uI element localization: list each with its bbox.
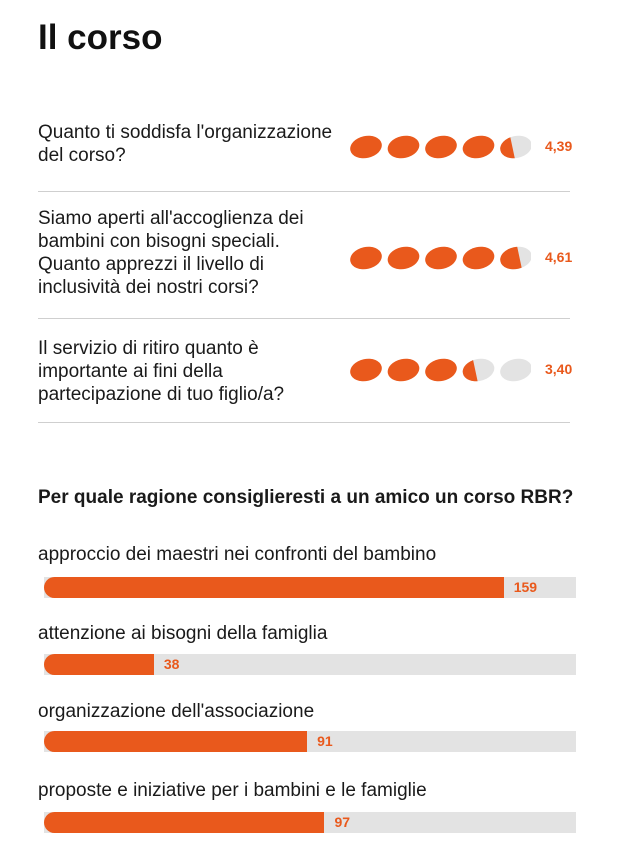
rating-row-organizzazione: Quanto ti soddisfa l'organizzazione del … <box>38 121 573 181</box>
bar-track: 97 <box>44 812 576 833</box>
rating-question: Siamo aperti all'accoglienza dei bambini… <box>38 208 304 298</box>
bar-label: proposte e iniziative per i bambini e le… <box>38 780 427 801</box>
rating-dot <box>350 358 382 382</box>
rating-question: Il servizio di ritiro quanto è important… <box>38 338 285 405</box>
rating-row-inclusivita: Siamo aperti all'accoglienza dei bambini… <box>38 207 573 307</box>
rating-dot <box>387 246 420 270</box>
bar-track: 38 <box>44 654 576 675</box>
bar-value-label: 159 <box>513 579 538 595</box>
bar-value-label: 97 <box>334 814 351 830</box>
bar-label: attenzione ai bisogni della famiglia <box>38 623 328 644</box>
rating-dots <box>349 245 531 271</box>
rating-dot <box>387 358 420 382</box>
bar <box>44 577 504 598</box>
divider <box>38 318 570 319</box>
rating-dot <box>500 246 531 270</box>
rating-dot <box>350 135 382 159</box>
bar-track: 91 <box>44 731 576 752</box>
rating-dots <box>349 357 531 383</box>
bar-label: approccio dei maestri nei confronti del … <box>38 544 437 565</box>
rating-dots <box>349 134 531 160</box>
divider <box>38 422 570 423</box>
divider <box>38 191 570 192</box>
rating-value: 4,61 <box>545 249 573 265</box>
bar-label: organizzazione dell'associazione <box>38 701 315 722</box>
rating-dot <box>387 135 420 159</box>
bar <box>44 731 308 752</box>
bar-value-label: 91 <box>317 733 333 749</box>
rating-value: 4,39 <box>545 138 573 154</box>
rating-dot <box>500 135 531 159</box>
rating-dot <box>350 246 382 270</box>
rating-dot <box>425 246 457 270</box>
rating-dot <box>425 135 457 159</box>
rating-value: 3,40 <box>545 361 573 377</box>
rating-dot <box>462 135 495 159</box>
rating-dot <box>425 358 457 382</box>
rating-row-ritiro: Il servizio di ritiro quanto è important… <box>38 337 573 412</box>
bar <box>44 812 325 833</box>
rating-dot <box>462 358 495 382</box>
page-title: Il corso <box>38 18 163 57</box>
rating-dot <box>462 246 495 270</box>
rating-question: Quanto ti soddisfa l'organizzazione del … <box>38 122 333 166</box>
rating-dot <box>500 358 531 382</box>
bar <box>44 654 154 675</box>
bar-track: 159 <box>44 577 576 598</box>
bar-value-label: 38 <box>163 656 180 672</box>
bar-chart-question: Per quale ragione consiglieresti a un am… <box>38 487 574 508</box>
